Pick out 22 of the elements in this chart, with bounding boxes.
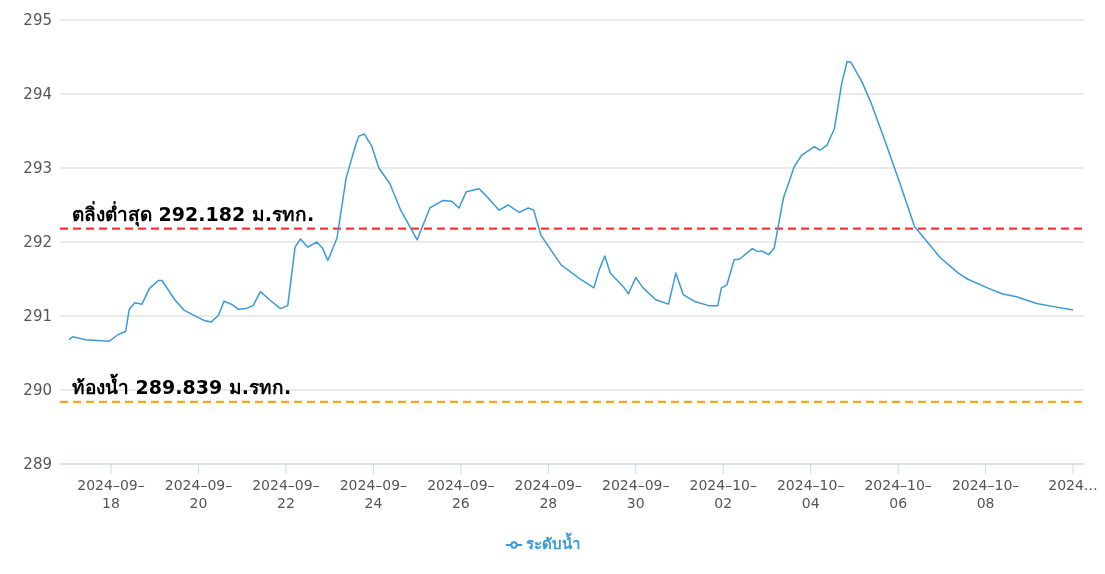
y-tick-label: 290 xyxy=(23,381,52,400)
x-tick-label: 2024–10–08 xyxy=(951,477,1020,511)
x-tick-label: 2024–09–30 xyxy=(602,477,670,511)
line-series xyxy=(68,60,1074,342)
x-tick-label: 2024–10–04 xyxy=(776,477,845,511)
y-tick-label: 294 xyxy=(23,85,52,104)
x-tick-label: 2024–10–02 xyxy=(689,477,757,511)
x-tick-label: 2024… xyxy=(1048,477,1098,493)
y-tick-label: 295 xyxy=(23,11,52,30)
ref-line-label: ท้องน้ำ 289.839 ม.รทก. xyxy=(72,372,292,398)
x-tick-label: 2024–09–24 xyxy=(339,477,408,511)
x-tick-label: 2024–09–22 xyxy=(252,477,320,511)
x-tick-label: 2024–09–26 xyxy=(427,477,495,511)
x-tick-label: 2024–10–06 xyxy=(864,477,932,511)
y-tick-label: 291 xyxy=(23,307,52,326)
ref-line-label: ตลิ่งต่ำสุด 292.182 ม.รทก. xyxy=(72,200,315,227)
y-tick-label: 293 xyxy=(23,159,52,178)
y-tick-label: 289 xyxy=(23,455,52,474)
y-tick-label: 292 xyxy=(23,233,52,252)
x-tick-label: 2024–09–18 xyxy=(77,477,145,511)
x-tick-label: 2024–09–28 xyxy=(514,477,583,511)
x-tick-label: 2024–09–20 xyxy=(164,477,233,511)
